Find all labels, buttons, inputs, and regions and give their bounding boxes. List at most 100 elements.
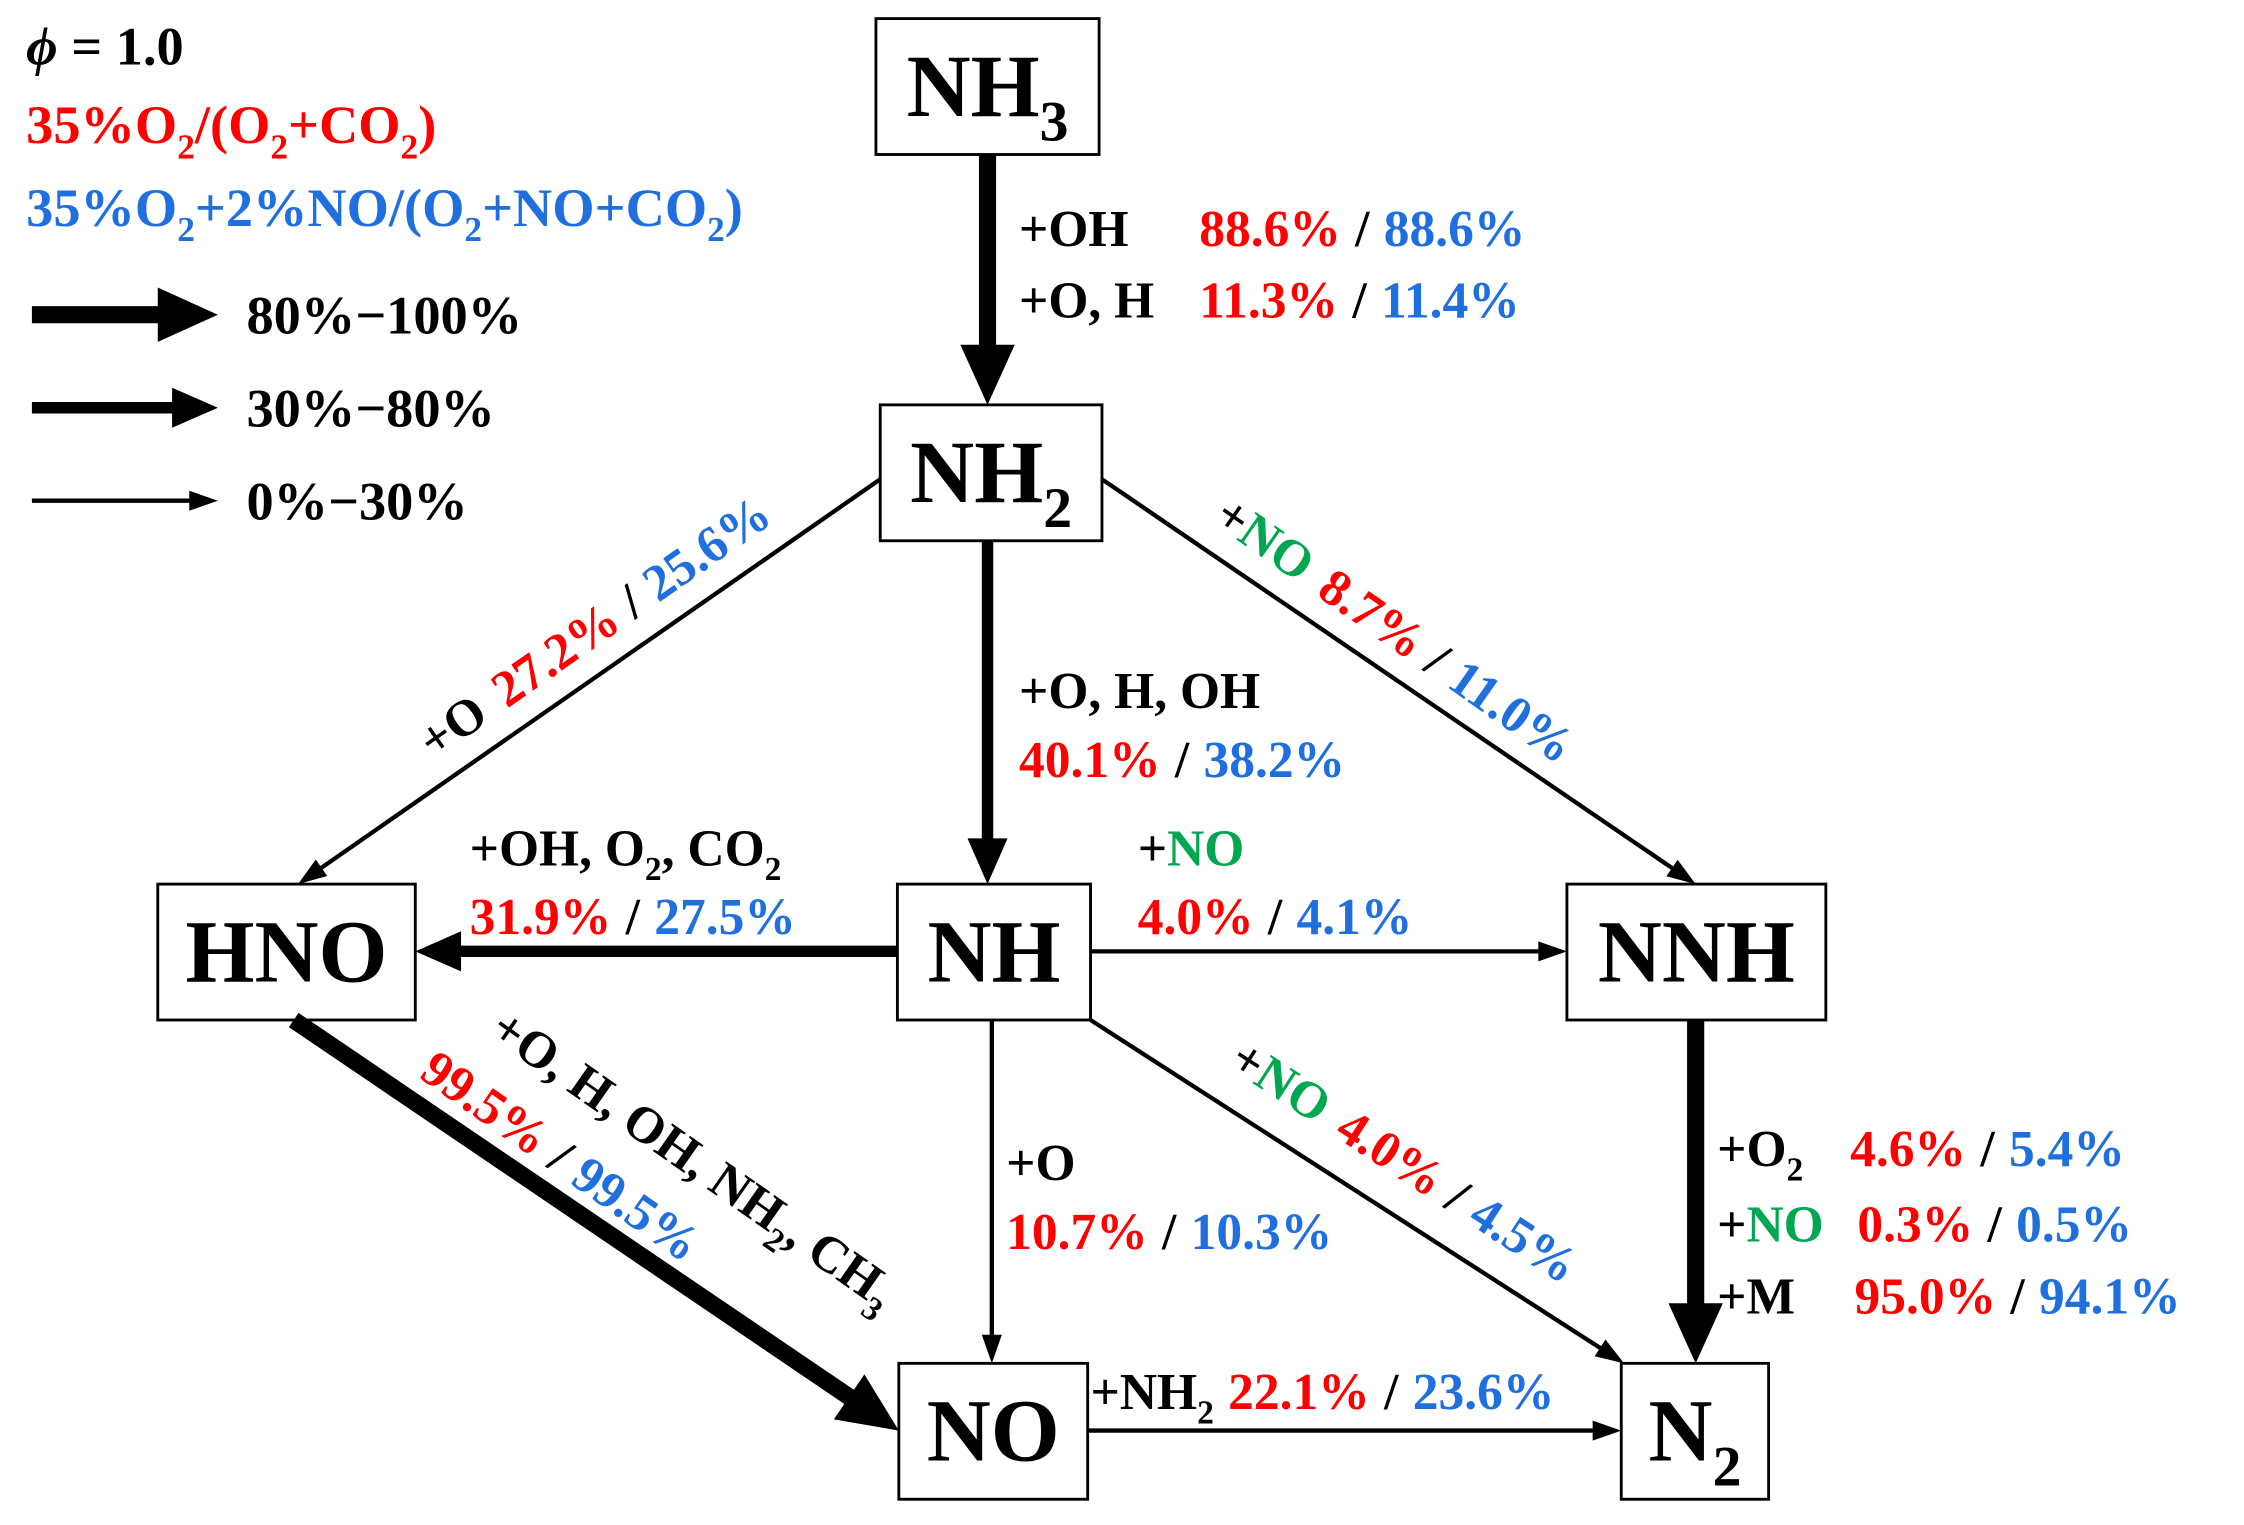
text-segment: 5.4% — [2009, 1121, 2125, 1178]
text-segment: / — [1174, 732, 1190, 789]
edge-value: 10.7%/10.3% — [1006, 1204, 1332, 1261]
text-segment: 2 — [1197, 1395, 1214, 1432]
arrow-head — [157, 287, 218, 342]
arrow-head — [1592, 1420, 1622, 1441]
text-segment: 3 — [1040, 91, 1069, 154]
text-segment: 4.0% — [1327, 1098, 1455, 1209]
text-segment: 2 — [177, 210, 195, 249]
arrow-head — [981, 1334, 1002, 1364]
species-label: NNH — [1598, 903, 1795, 1001]
edge-value: 4.0%/4.1% — [1138, 889, 1413, 946]
text-segment: 35%O — [26, 178, 177, 238]
arrow-head — [1538, 941, 1567, 962]
text-segment: 2 — [1787, 1151, 1804, 1188]
edge-reactant: +NO — [1138, 821, 1245, 878]
text-segment: 0.3% — [1857, 1197, 1973, 1254]
text-segment: +2%NO/(O — [195, 178, 465, 238]
species-label: NH3 — [907, 38, 1069, 154]
text-segment: /(O — [194, 95, 271, 155]
legend-case_2: 35%O2+2%NO/(O2+NO+CO2) — [26, 178, 743, 249]
species-label: NO — [927, 1383, 1060, 1481]
species-label: NH — [927, 903, 1060, 1001]
text-segment: / — [625, 889, 641, 946]
text-segment: NO — [1746, 1197, 1823, 1254]
text-segment: = 1.0 — [58, 16, 184, 76]
text-segment: / — [1383, 1364, 1399, 1421]
text-segment: 0%−30% — [246, 471, 467, 531]
text-segment: NO — [927, 1383, 1060, 1481]
legend-range: 80%−100% — [246, 285, 522, 345]
text-segment: 4.1% — [1297, 889, 1413, 946]
arrow — [288, 1012, 857, 1406]
text-segment: 8.7% — [1308, 558, 1436, 671]
text-segment: NH — [907, 38, 1040, 136]
text-segment: +OH, O — [470, 821, 645, 878]
arrow-head — [1668, 1303, 1723, 1364]
species-box — [156, 882, 417, 1022]
text-segment: ) — [418, 95, 436, 155]
text-segment: NH — [927, 903, 1060, 1001]
text-segment: 2 — [707, 210, 725, 249]
arrow-head — [415, 931, 462, 972]
text-segment: 23.6% — [1413, 1364, 1555, 1421]
legend-range: 0%−30% — [246, 471, 467, 531]
edge-reactant: +O — [1006, 1135, 1075, 1192]
arrow-head — [1666, 859, 1696, 885]
text-segment: 4.5% — [1460, 1184, 1588, 1295]
text-segment: +O — [1006, 1135, 1075, 1192]
text-segment: / — [2009, 1268, 2025, 1325]
text-segment: 30%−80% — [246, 378, 494, 438]
legend-phi: ϕ = 1.0 — [26, 16, 184, 76]
text-segment: +NO+CO — [482, 178, 707, 238]
legend-case_1: 35%O2/(O2+CO2) — [26, 95, 436, 166]
text-segment: / — [1267, 889, 1283, 946]
edge-reactant: +OH, O2, CO2 — [470, 821, 782, 888]
legend-range: 30%−80% — [246, 378, 494, 438]
text-segment: / — [1986, 1197, 2002, 1254]
edge-label: +NH2 22.1%/23.6% — [1091, 1364, 1555, 1431]
text-segment: 11.3% — [1199, 273, 1338, 330]
text-segment: / — [1161, 1204, 1177, 1261]
text-segment: 22.1% — [1228, 1364, 1370, 1421]
text-segment: +CO — [288, 95, 401, 155]
arrow-head — [172, 387, 218, 428]
species-box — [874, 17, 1101, 156]
text-segment: 94.1% — [2039, 1268, 2181, 1325]
arrow — [1100, 477, 1676, 872]
text-segment: 10.3% — [1191, 1204, 1333, 1261]
text-segment: / — [1354, 201, 1370, 258]
text-segment: ϕ — [26, 16, 57, 76]
text-segment: +O — [1717, 1121, 1786, 1178]
text-segment: 2 — [464, 210, 482, 249]
text-segment: NH — [910, 424, 1043, 522]
text-segment: ) — [725, 178, 743, 238]
text-segment: 0.5% — [2016, 1197, 2132, 1254]
edge-label: +NO 0.3%/0.5% — [1717, 1197, 2132, 1254]
text-segment: 88.6% — [1384, 201, 1526, 258]
species-label: N2 — [1649, 1383, 1742, 1499]
species-box — [878, 403, 1104, 543]
edge-value: 31.9%/27.5% — [470, 889, 796, 946]
edge-reactant: +O, H, OH — [1019, 663, 1260, 720]
text-segment: +OH — [1019, 201, 1128, 258]
text-segment: , CO — [662, 821, 765, 878]
species-box — [895, 882, 1092, 1022]
arrow — [317, 477, 882, 872]
text-segment: +O, H — [1019, 273, 1154, 330]
text-segment: 2 — [1043, 477, 1072, 540]
text-segment: 27.5% — [654, 889, 796, 946]
text-segment: +O, H, OH — [1019, 663, 1260, 720]
species-box — [1619, 1361, 1771, 1501]
text-segment: 2 — [401, 127, 419, 166]
text-segment: 27.2% — [481, 591, 630, 719]
text-segment: 25.6% — [633, 485, 782, 613]
text-segment: 88.6% — [1199, 201, 1341, 258]
text-segment: 35%O — [26, 95, 177, 155]
arrow-head — [833, 1374, 899, 1431]
text-segment: / — [1351, 273, 1367, 330]
arrow-head — [967, 838, 1008, 885]
species-label: HNO — [186, 903, 388, 1001]
arrow-head — [297, 859, 328, 885]
text-segment: NO — [1167, 821, 1244, 878]
